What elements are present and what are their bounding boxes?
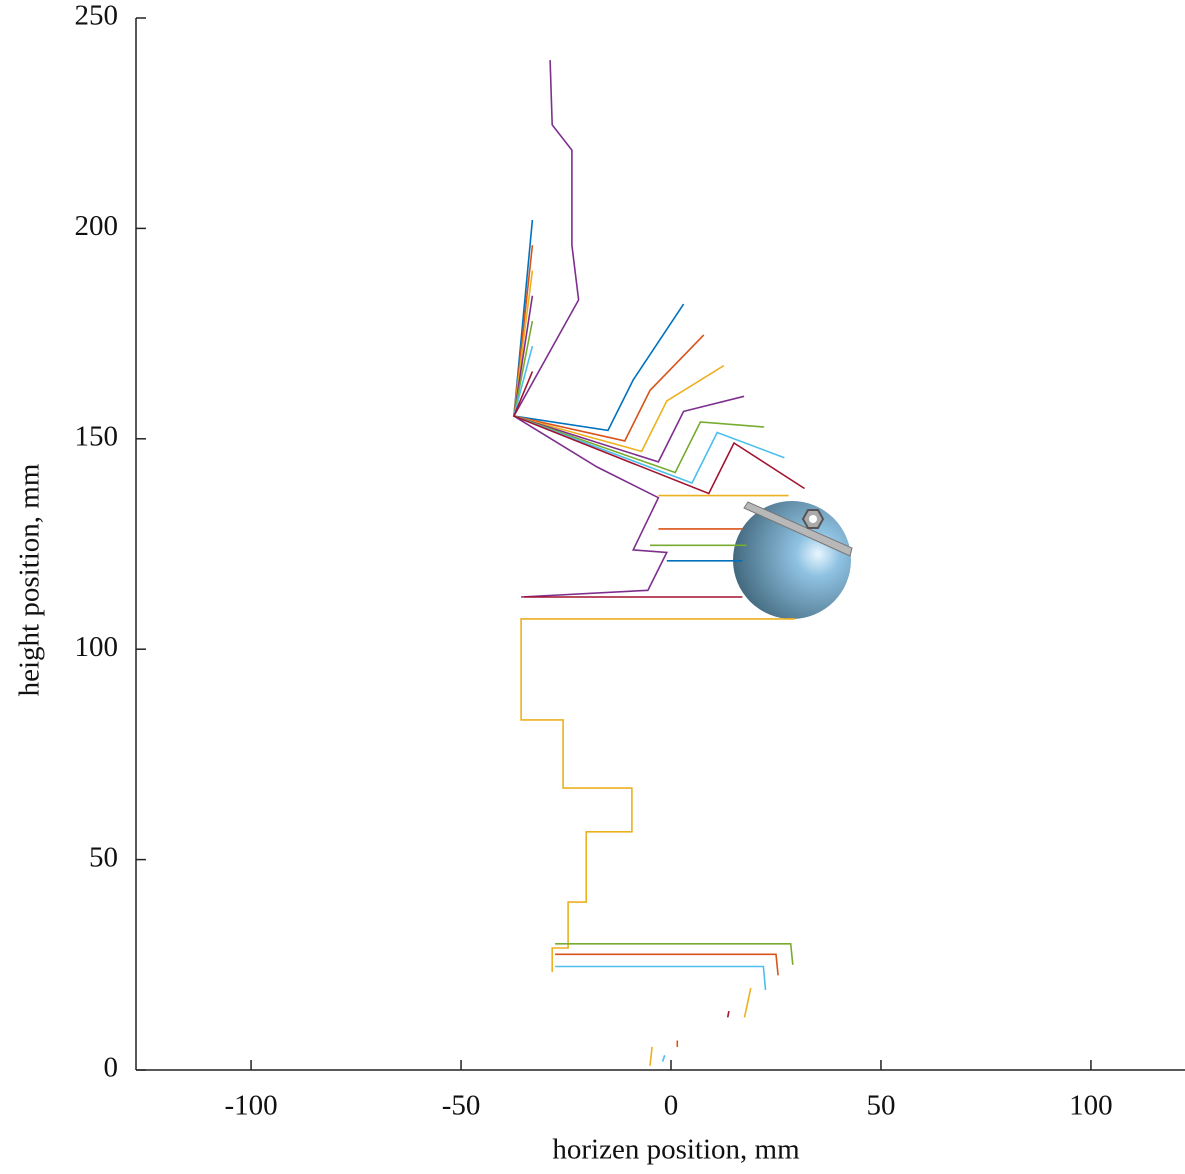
trace-line xyxy=(512,345,785,485)
x-tick-label: -50 xyxy=(442,1090,481,1122)
x-tick-label: 50 xyxy=(866,1090,895,1122)
trace-line xyxy=(555,943,794,965)
trace-line xyxy=(726,1010,730,1018)
trace-line xyxy=(513,219,685,432)
trace-line xyxy=(512,320,765,474)
trace-line xyxy=(649,1046,653,1066)
y-tick-label: 250 xyxy=(75,0,119,32)
x-tick-label: -100 xyxy=(224,1090,277,1122)
ball xyxy=(733,501,853,619)
trace-line xyxy=(512,60,669,598)
y-tick-label: 150 xyxy=(75,420,119,452)
y-tick-label: 200 xyxy=(75,210,119,242)
y-tick-label: 100 xyxy=(75,631,119,663)
y-tick-label: 50 xyxy=(89,841,118,873)
trace-line xyxy=(513,295,745,463)
y-tick-label: 0 xyxy=(104,1052,119,1084)
trace-line xyxy=(555,965,767,991)
x-tick-label: 0 xyxy=(664,1090,679,1122)
trace-line xyxy=(513,245,705,442)
x-axis-label: horizen position, mm xyxy=(552,1134,800,1166)
trace-line xyxy=(520,618,795,972)
x-tick-label: 100 xyxy=(1069,1090,1113,1122)
y-axis-label: height position, mm xyxy=(14,463,46,696)
trace-line xyxy=(661,1055,666,1062)
trace-line xyxy=(743,987,752,1018)
trace-line xyxy=(512,371,805,495)
trace-line xyxy=(513,270,725,453)
trace-line xyxy=(555,953,779,976)
